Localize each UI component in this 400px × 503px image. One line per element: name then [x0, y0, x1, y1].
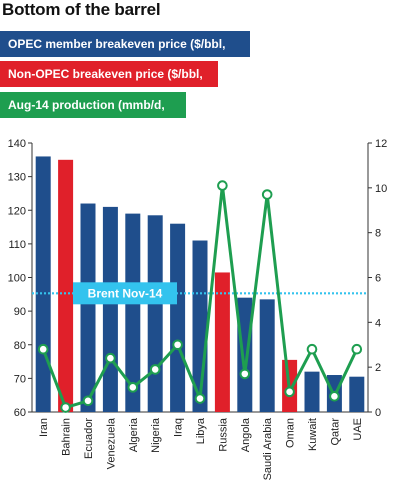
production-point-qatar: [329, 391, 340, 402]
non-opec-bar-russia: [214, 272, 230, 412]
non-opec-bar-bahrain: [58, 159, 74, 412]
left-tick-label: 100: [8, 273, 26, 285]
category-label: Algeria: [128, 417, 140, 452]
category-label: UAE: [352, 418, 364, 441]
production-point-saudi-arabia: [261, 189, 273, 200]
left-tick-label: 90: [14, 306, 26, 318]
opec-bar-uae: [349, 376, 365, 412]
production-point-kuwait: [306, 343, 318, 355]
chart-title: Bottom of the barrel: [2, 0, 161, 19]
category-label: Russia: [217, 417, 229, 452]
category-label: Libya: [195, 417, 207, 444]
opec-bar-kuwait: [304, 371, 320, 412]
right-tick-label: 2: [375, 362, 381, 374]
left-tick-label: 140: [8, 138, 26, 150]
production-point-algeria: [127, 382, 139, 393]
legend-production: Aug-14 production (mmb/d, rhs): [0, 92, 186, 138]
brent-label-box: [73, 282, 177, 305]
left-tick-label: 120: [8, 205, 26, 217]
production-point-angola: [239, 368, 251, 380]
category-label: Oman: [285, 418, 297, 448]
opec-bar-saudi-arabia: [259, 299, 275, 412]
production-point-iraq: [172, 339, 183, 351]
category-label: Saudi Arabia: [262, 417, 274, 480]
right-tick-label: 12: [375, 138, 387, 150]
right-tick-label: 0: [375, 407, 381, 419]
right-tick-label: 6: [375, 273, 381, 285]
production-point-oman: [284, 386, 295, 398]
opec-bar-nigeria: [147, 215, 163, 412]
legend-opec: OPEC member breakeven price ($/bbl, lhs): [0, 31, 250, 77]
opec-bar-venezuela: [102, 206, 118, 412]
right-tick-label: 4: [375, 317, 381, 329]
opec-bar-iran: [35, 156, 51, 412]
production-point-russia: [217, 180, 228, 191]
left-tick-label: 70: [14, 373, 26, 385]
left-tick-label: 60: [14, 407, 26, 419]
category-label: Qatar: [329, 418, 341, 446]
right-tick-label: 8: [375, 228, 381, 240]
left-tick-label: 80: [14, 340, 26, 352]
brent-label: Brent Nov-14: [88, 286, 163, 300]
opec-bar-algeria: [125, 213, 141, 412]
category-label: Kuwait: [307, 418, 319, 451]
left-tick-label: 110: [8, 239, 26, 251]
production-point-ecuador: [82, 395, 94, 407]
production-point-nigeria: [149, 364, 161, 375]
left-tick-label: 130: [8, 172, 26, 184]
category-label: Iran: [38, 418, 50, 437]
category-label: Angola: [240, 417, 252, 452]
right-tick-label: 10: [375, 183, 387, 195]
category-label: Nigeria: [150, 417, 162, 453]
production-point-uae: [351, 343, 363, 355]
production-point-bahrain: [60, 402, 71, 413]
opec-bar-iraq: [170, 223, 186, 412]
production-point-libya: [194, 393, 206, 404]
opec-bar-ecuador: [80, 203, 96, 412]
category-label: Ecuador: [83, 418, 95, 459]
production-point-iran: [37, 343, 49, 355]
opec-bar-angola: [237, 297, 253, 412]
production-point-venezuela: [105, 352, 116, 364]
category-label: Venezuela: [105, 417, 117, 469]
category-label: Bahrain: [61, 418, 73, 456]
category-label: Iraq: [173, 418, 185, 437]
